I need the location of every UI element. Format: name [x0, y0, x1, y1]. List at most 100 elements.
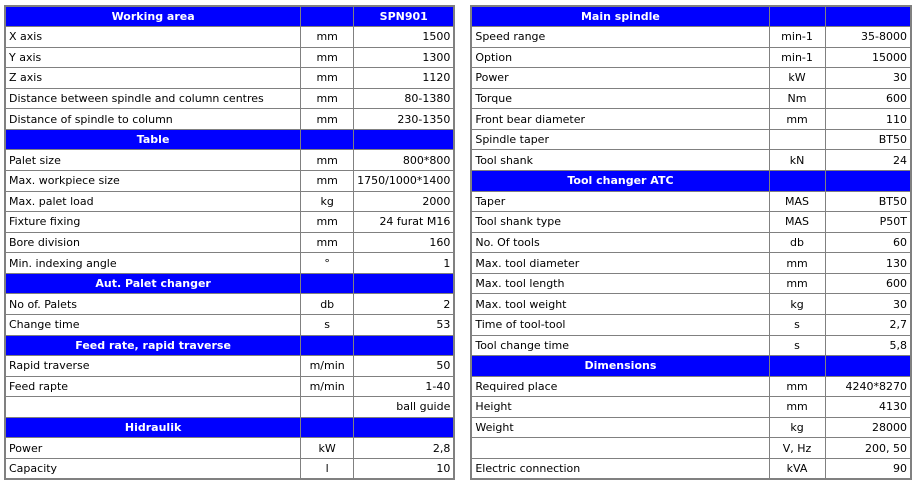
table-row: Feed rapte m/min 1-40	[4, 375, 455, 398]
table-row: Tool shank type MAS P50T	[470, 211, 912, 233]
table-row: Max. tool length mm 600	[470, 272, 912, 295]
spec-label: Tool shank	[470, 149, 770, 171]
spec-unit: s	[300, 313, 355, 336]
section-title: Working area	[4, 5, 302, 28]
spec-value: 600	[824, 272, 912, 295]
spec-value: 5,8	[824, 334, 912, 357]
table-row: Weight kg 28000	[470, 416, 912, 439]
spec-unit: mm	[768, 252, 826, 274]
spec-unit: kg	[768, 293, 826, 315]
spec-value: 1500	[353, 26, 455, 48]
table-row: Rapid traverse m/min 50	[4, 355, 455, 377]
section-unit-cell	[768, 170, 826, 192]
spec-value: 600	[824, 87, 912, 110]
section-header-row: Feed rate, rapid traverse	[4, 334, 455, 357]
section-unit-cell	[300, 5, 355, 28]
table-row: Max. palet load kg 2000	[4, 190, 455, 213]
section-header-row: Dimensions	[470, 355, 912, 377]
spec-value: BT50	[824, 128, 912, 151]
spec-label: Change time	[4, 313, 302, 336]
spec-unit: mm	[768, 375, 826, 398]
section-value-cell	[824, 5, 912, 28]
spec-unit: °	[300, 252, 355, 274]
spec-label: Max. tool weight	[470, 293, 770, 315]
table-row: Required place mm 4240*8270	[470, 375, 912, 398]
table-row: Spindle taper BT50	[470, 128, 912, 151]
spec-unit: s	[768, 334, 826, 357]
table-row: Distance of spindle to column mm 230-1350	[4, 108, 455, 130]
section-header-row: Working area SPN901	[4, 5, 455, 28]
spec-label: Distance of spindle to column	[4, 108, 302, 130]
table-row: Option min-1 15000	[470, 46, 912, 69]
table-row: Speed range min-1 35-8000	[470, 26, 912, 48]
right-table-body: Main spindle Speed range min-1 35-8000 Optio…	[470, 5, 912, 480]
section-value-cell	[353, 272, 455, 295]
spec-value: 10	[353, 457, 455, 480]
spec-unit: kW	[768, 67, 826, 89]
table-row: Change time s 53	[4, 313, 455, 336]
spec-unit: mm	[300, 46, 355, 69]
spec-unit	[300, 396, 355, 418]
spec-unit: mm	[300, 87, 355, 110]
spec-label: Fixture fixing	[4, 211, 302, 233]
spec-unit: mm	[300, 149, 355, 171]
spec-label: Electric connection	[470, 457, 770, 480]
table-row: Capacity l 10	[4, 457, 455, 480]
spec-value: 160	[353, 231, 455, 254]
spec-unit: Nm	[768, 87, 826, 110]
spec-label: No of. Palets	[4, 293, 302, 315]
table-row: Max. workpiece size mm 1750/1000*1400	[4, 170, 455, 192]
section-title: Main spindle	[470, 5, 770, 28]
spec-label: Torque	[470, 87, 770, 110]
spec-value: 130	[824, 252, 912, 274]
spec-unit: l	[300, 457, 355, 480]
spec-unit: mm	[768, 108, 826, 130]
section-value-cell	[353, 416, 455, 439]
spec-label: Rapid traverse	[4, 355, 302, 377]
spec-label: Power	[470, 67, 770, 89]
spec-value: 2,8	[353, 437, 455, 459]
spec-value: 90	[824, 457, 912, 480]
table-row: Taper MAS BT50	[470, 190, 912, 213]
section-header-row: Table	[4, 128, 455, 151]
spec-unit: db	[768, 231, 826, 254]
spec-value: 35-8000	[824, 26, 912, 48]
spec-value: 15000	[824, 46, 912, 69]
section-unit-cell	[768, 5, 826, 28]
spec-value: 1300	[353, 46, 455, 69]
spec-unit: MAS	[768, 211, 826, 233]
spec-label: Bore division	[4, 231, 302, 254]
spec-unit: mm	[300, 108, 355, 130]
spec-unit: kN	[768, 149, 826, 171]
section-value-cell	[824, 170, 912, 192]
spec-label: Max. palet load	[4, 190, 302, 213]
table-row: Front bear diameter mm 110	[470, 108, 912, 130]
spec-label: Z axis	[4, 67, 302, 89]
spec-value: 1750/1000*1400	[353, 170, 455, 192]
table-row: Distance between spindle and column cent…	[4, 87, 455, 110]
table-row: V, Hz 200, 50	[470, 437, 912, 459]
left-table-body: Working area SPN901 X axis mm 1500 Y axis mm 13…	[4, 5, 455, 480]
spec-label: Required place	[470, 375, 770, 398]
spec-value: 2000	[353, 190, 455, 213]
spec-unit: mm	[768, 396, 826, 418]
table-row: Z axis mm 1120	[4, 67, 455, 89]
table-row: Time of tool-tool s 2,7	[470, 313, 912, 336]
spec-label	[470, 437, 770, 459]
spec-unit: mm	[300, 211, 355, 233]
spec-value: 50	[353, 355, 455, 377]
table-row: Bore division mm 160	[4, 231, 455, 254]
spec-value: 4240*8270	[824, 375, 912, 398]
section-header-row: Aut. Palet changer	[4, 272, 455, 295]
spec-value: 24 furat M16	[353, 211, 455, 233]
table-row: Electric connection kVA 90	[470, 457, 912, 480]
section-unit-cell	[300, 334, 355, 357]
section-title: Dimensions	[470, 355, 770, 377]
spec-unit: kg	[300, 190, 355, 213]
spec-unit: m/min	[300, 355, 355, 377]
spec-unit: s	[768, 313, 826, 336]
right-specification-table: Main spindle Speed range min-1 35-8000 Optio…	[470, 5, 912, 480]
spec-unit: m/min	[300, 375, 355, 398]
spec-value: P50T	[824, 211, 912, 233]
spec-label: Y axis	[4, 46, 302, 69]
